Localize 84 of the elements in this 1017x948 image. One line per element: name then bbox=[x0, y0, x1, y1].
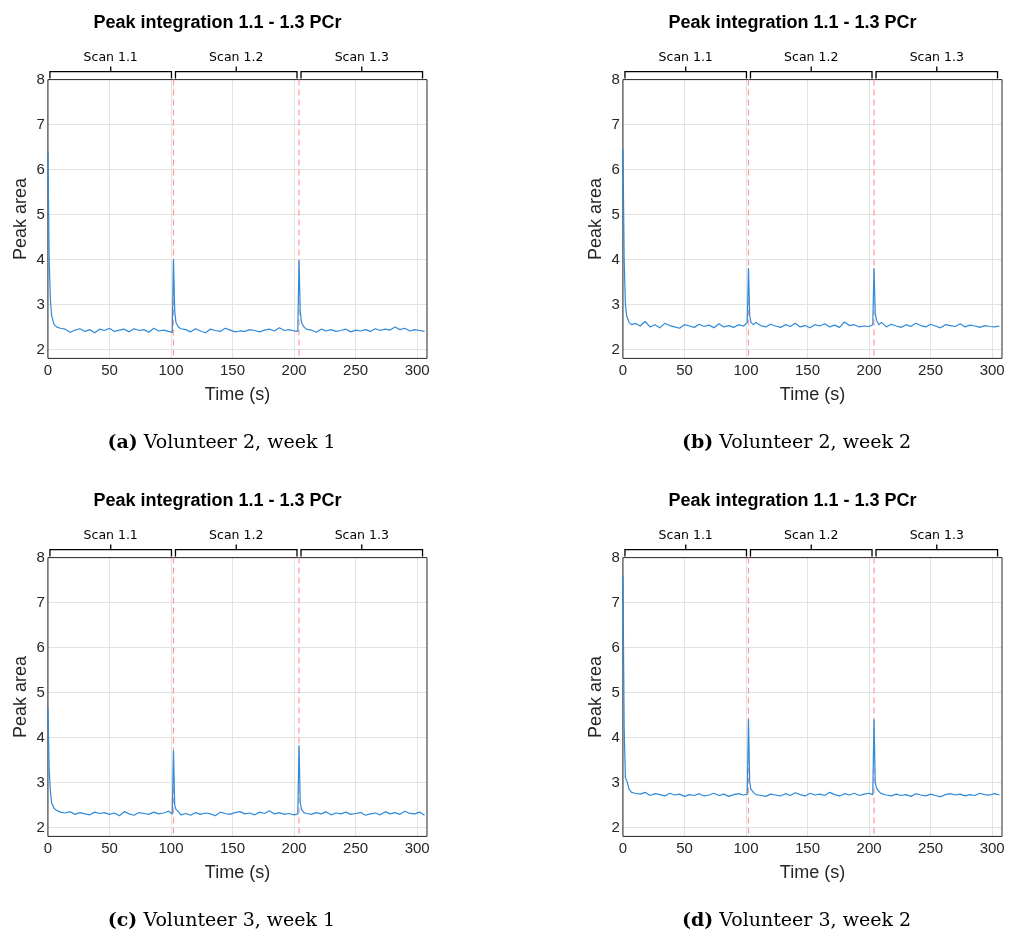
y-tick-label: 3 bbox=[611, 294, 620, 312]
x-tick-label: 100 bbox=[158, 838, 184, 856]
y-tick-label: 2 bbox=[36, 339, 45, 357]
y-axis-title: Peak area bbox=[9, 176, 30, 261]
y-tick-label: 4 bbox=[36, 727, 45, 745]
x-tick-label: 50 bbox=[101, 838, 118, 856]
y-axis-title: Peak area bbox=[584, 654, 605, 739]
annotation: Scan 1.1 bbox=[83, 48, 138, 64]
y-tick-label: 4 bbox=[611, 727, 620, 745]
x-axis-title: Time (s) bbox=[204, 862, 271, 883]
x-tick-label: 250 bbox=[343, 838, 369, 856]
text: (a) Volunteer 2, week 1 bbox=[107, 430, 336, 452]
x-tick-label: 200 bbox=[281, 838, 307, 856]
x-tick-label: 0 bbox=[43, 360, 53, 378]
annotation: Scan 1.1 bbox=[658, 48, 713, 64]
annotation: Scan 1.2 bbox=[784, 48, 839, 64]
x-tick-label: 200 bbox=[856, 838, 882, 856]
y-tick-label: 2 bbox=[36, 817, 45, 835]
x-tick-label: 50 bbox=[676, 838, 693, 856]
x-tick-label: 150 bbox=[220, 838, 246, 856]
y-axis-title: Peak area bbox=[584, 176, 605, 261]
x-tick-label: 250 bbox=[918, 838, 944, 856]
x-tick-label: 150 bbox=[795, 360, 821, 378]
y-tick-label: 7 bbox=[611, 592, 620, 610]
x-tick-label: 0 bbox=[43, 838, 53, 856]
y-tick-label: 4 bbox=[611, 249, 620, 267]
annotation: Scan 1.1 bbox=[83, 526, 138, 542]
x-tick-label: 300 bbox=[979, 360, 1005, 378]
y-tick-label: 5 bbox=[36, 204, 45, 222]
chart-title: Peak integration 1.1 - 1.3 PCr bbox=[93, 11, 342, 32]
annotation: Scan 1.2 bbox=[784, 526, 839, 542]
y-tick-label: 5 bbox=[611, 204, 620, 222]
x-tick-label: 250 bbox=[343, 360, 369, 378]
y-tick-label: 3 bbox=[36, 772, 45, 790]
y-tick-label: 8 bbox=[36, 547, 45, 565]
y-axis-title: Peak area bbox=[9, 654, 30, 739]
y-tick-label: 6 bbox=[36, 637, 45, 655]
y-tick-label: 8 bbox=[611, 69, 620, 87]
x-tick-label: 0 bbox=[618, 838, 628, 856]
y-tick-label: 4 bbox=[36, 249, 45, 267]
y-tick-label: 2 bbox=[611, 339, 620, 357]
chart-title: Peak integration 1.1 - 1.3 PCr bbox=[668, 489, 917, 510]
y-tick-label: 3 bbox=[611, 772, 620, 790]
text: (c) Volunteer 3, week 1 bbox=[107, 908, 336, 930]
y-tick-label: 3 bbox=[36, 294, 45, 312]
x-tick-label: 0 bbox=[618, 360, 628, 378]
y-tick-label: 7 bbox=[611, 114, 620, 132]
annotation: Scan 1.2 bbox=[209, 526, 264, 542]
y-tick-label: 8 bbox=[611, 547, 620, 565]
x-tick-label: 300 bbox=[979, 838, 1005, 856]
x-tick-label: 250 bbox=[918, 360, 944, 378]
y-tick-label: 6 bbox=[36, 159, 45, 177]
x-tick-label: 50 bbox=[101, 360, 118, 378]
y-tick-label: 6 bbox=[611, 637, 620, 655]
chart-title: Peak integration 1.1 - 1.3 PCr bbox=[93, 489, 342, 510]
chart-title: Peak integration 1.1 - 1.3 PCr bbox=[668, 11, 917, 32]
annotation: Scan 1.2 bbox=[209, 48, 264, 64]
annotation: Scan 1.1 bbox=[658, 526, 713, 542]
y-tick-label: 5 bbox=[36, 682, 45, 700]
y-tick-label: 5 bbox=[611, 682, 620, 700]
x-tick-label: 300 bbox=[404, 838, 430, 856]
x-tick-label: 150 bbox=[795, 838, 821, 856]
x-axis-title: Time (s) bbox=[204, 384, 271, 405]
annotation: Scan 1.3 bbox=[334, 526, 389, 542]
annotation: Scan 1.3 bbox=[909, 48, 964, 64]
x-tick-label: 100 bbox=[158, 360, 184, 378]
annotation: Scan 1.3 bbox=[334, 48, 389, 64]
text: (d) Volunteer 3, week 2 bbox=[681, 908, 912, 930]
x-tick-label: 200 bbox=[281, 360, 307, 378]
y-tick-label: 8 bbox=[36, 69, 45, 87]
text: (b) Volunteer 2, week 2 bbox=[681, 430, 912, 452]
x-tick-label: 100 bbox=[733, 360, 759, 378]
y-tick-label: 6 bbox=[611, 159, 620, 177]
x-tick-label: 150 bbox=[220, 360, 246, 378]
y-tick-label: 2 bbox=[611, 817, 620, 835]
x-tick-label: 200 bbox=[856, 360, 882, 378]
x-tick-label: 50 bbox=[676, 360, 693, 378]
x-axis-title: Time (s) bbox=[779, 384, 846, 405]
x-axis-title: Time (s) bbox=[779, 862, 846, 883]
annotation: Scan 1.3 bbox=[909, 526, 964, 542]
x-tick-label: 300 bbox=[404, 360, 430, 378]
y-tick-label: 7 bbox=[36, 592, 45, 610]
y-tick-label: 7 bbox=[36, 114, 45, 132]
x-tick-label: 100 bbox=[733, 838, 759, 856]
